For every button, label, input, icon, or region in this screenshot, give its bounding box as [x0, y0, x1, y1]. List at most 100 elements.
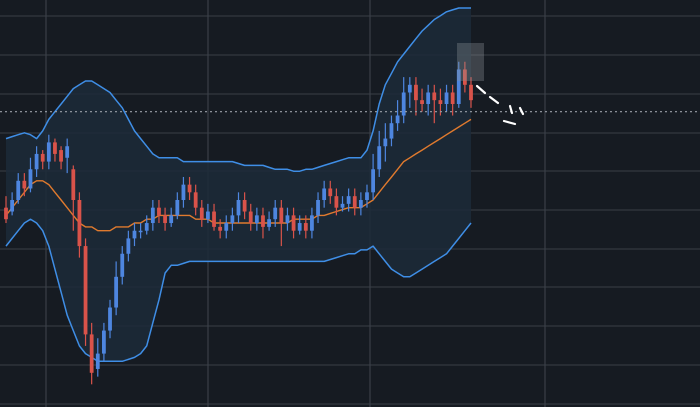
candle [157, 200, 161, 224]
candle-body [352, 196, 357, 208]
candle [114, 261, 119, 316]
candle-body [407, 84, 412, 93]
candle-body [16, 180, 21, 200]
candle [420, 88, 424, 112]
candle [444, 84, 449, 112]
candle-body [132, 230, 137, 239]
candle-body [303, 223, 308, 231]
candle [261, 207, 265, 239]
candle-body [456, 69, 461, 104]
candle [120, 246, 125, 285]
candle-body [175, 200, 180, 216]
candle [414, 77, 418, 116]
candle [10, 192, 15, 216]
candle-body [83, 246, 88, 335]
candle [163, 207, 167, 231]
candle [144, 215, 149, 235]
candle-body [297, 223, 302, 231]
candle [450, 84, 455, 116]
candle-body [77, 200, 82, 247]
candle [401, 77, 406, 124]
candle [248, 203, 253, 231]
candle-body [401, 92, 406, 116]
candle [89, 322, 94, 385]
candle [340, 196, 345, 212]
candle-body [150, 207, 155, 224]
candle [46, 134, 51, 170]
candle [22, 173, 27, 197]
candle [310, 207, 314, 239]
candle [285, 207, 290, 231]
candle [267, 211, 271, 231]
cursor-marker-segment [508, 104, 514, 115]
candle-body [279, 207, 284, 224]
candle [395, 100, 400, 131]
candle-body [89, 334, 94, 373]
candle-body [59, 150, 63, 162]
candle [371, 153, 376, 200]
candle-body [273, 207, 278, 220]
upper-band-line [5, 7, 471, 172]
candle-body [444, 92, 449, 104]
candle-body [138, 230, 143, 233]
candle [4, 196, 8, 224]
candle [469, 77, 473, 108]
candle-body [181, 184, 186, 200]
candle [53, 138, 57, 162]
candle-body [199, 207, 204, 220]
cursor-marker-segment [502, 119, 517, 126]
candle-body [108, 307, 112, 331]
candle [242, 192, 247, 220]
candle [150, 200, 155, 231]
candle-body [163, 215, 167, 224]
overlays [0, 43, 700, 126]
candle [212, 203, 216, 231]
candle-body [462, 69, 467, 85]
candle [16, 173, 21, 204]
candle [273, 200, 278, 227]
candle [34, 146, 39, 177]
candle [126, 230, 131, 262]
candle-body [28, 169, 33, 189]
candle [297, 215, 302, 235]
candle-body [316, 200, 320, 216]
candle [456, 61, 461, 108]
candle [65, 138, 70, 174]
candle-body [420, 100, 424, 104]
candle-body [377, 146, 382, 170]
candle-body [365, 192, 369, 200]
candle [334, 188, 339, 216]
candle [279, 200, 284, 247]
candle-body [358, 200, 363, 208]
candle-body [285, 215, 290, 224]
candle [346, 188, 351, 212]
candle-body [224, 223, 229, 231]
candle-body [34, 153, 39, 170]
candle [328, 180, 333, 204]
selection-highlight [457, 43, 484, 81]
candle-body [334, 196, 339, 208]
candle-body [383, 138, 388, 147]
candle-body [291, 215, 296, 231]
candle [77, 192, 82, 258]
candle [426, 84, 431, 116]
candle [230, 207, 235, 231]
candle [108, 299, 112, 339]
candle [303, 215, 308, 239]
candle [224, 215, 229, 239]
candle-body [187, 184, 192, 193]
candle [432, 84, 437, 124]
candle-body [46, 142, 51, 162]
candle-body [248, 211, 253, 224]
candle-body [340, 203, 345, 208]
candle [83, 238, 88, 346]
candle [358, 192, 363, 216]
candle-body [193, 192, 198, 208]
candle-body [395, 115, 400, 124]
lower-band-line [5, 218, 472, 363]
candle [291, 207, 296, 239]
candle-body [114, 276, 119, 308]
candle-body [469, 84, 473, 101]
